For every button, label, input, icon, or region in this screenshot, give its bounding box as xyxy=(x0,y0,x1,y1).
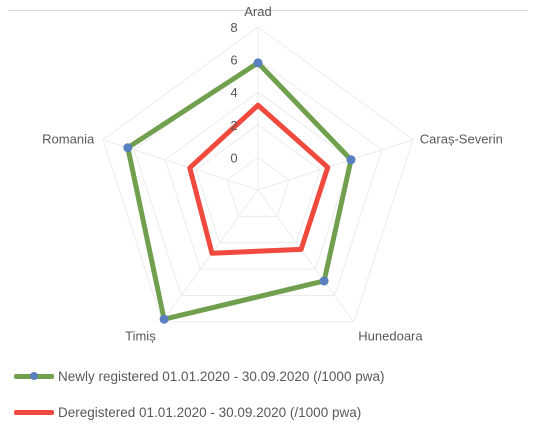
grid-ring xyxy=(195,124,321,244)
category-label-0: Arad xyxy=(244,4,271,19)
legend: Newly registered 01.01.2020 - 30.09.2020… xyxy=(14,366,524,428)
category-labels: Arad Caraș-Severin Hunedoara Timiș Romania xyxy=(42,4,503,343)
grid-layer xyxy=(102,26,414,323)
series-line-1 xyxy=(187,102,331,256)
legend-label-deregistered: Deregistered 01.01.2020 - 30.09.2020 (/1… xyxy=(58,404,362,420)
legend-swatch-deregistered xyxy=(14,405,54,419)
series-0-point-1 xyxy=(346,155,356,165)
grid-spoke xyxy=(161,189,259,323)
category-label-2: Hunedoara xyxy=(358,329,423,344)
series-0-point-0 xyxy=(253,58,263,68)
r-tick-0: 0 xyxy=(230,150,237,165)
r-tick-8: 8 xyxy=(230,20,237,35)
legend-item-deregistered: Deregistered 01.01.2020 - 30.09.2020 (/1… xyxy=(14,402,524,422)
tick-labels: 0 2 4 6 8 xyxy=(230,20,237,165)
legend-item-newly-registered: Newly registered 01.01.2020 - 30.09.2020… xyxy=(14,366,524,386)
grid-ring xyxy=(102,26,414,323)
grid-ring xyxy=(226,156,290,217)
legend-label-newly-registered: Newly registered 01.01.2020 - 30.09.2020… xyxy=(58,368,385,384)
category-label-3: Timiș xyxy=(125,329,156,344)
series-line-0 xyxy=(125,60,354,322)
category-label-4: Romania xyxy=(42,131,95,146)
series-layer xyxy=(123,58,356,324)
r-tick-4: 4 xyxy=(230,85,237,100)
series-0-point-2 xyxy=(319,276,329,286)
legend-swatch-newly-registered xyxy=(14,369,54,383)
grid-spoke xyxy=(257,189,355,323)
grid-spoke xyxy=(257,139,414,191)
category-label-1: Caraș-Severin xyxy=(420,131,503,146)
r-tick-2: 2 xyxy=(230,118,237,133)
top-divider xyxy=(8,10,528,11)
r-tick-6: 6 xyxy=(230,53,237,68)
grid-ring xyxy=(164,91,352,270)
series-0-point-3 xyxy=(159,314,169,324)
series-0-point-4 xyxy=(123,143,133,153)
